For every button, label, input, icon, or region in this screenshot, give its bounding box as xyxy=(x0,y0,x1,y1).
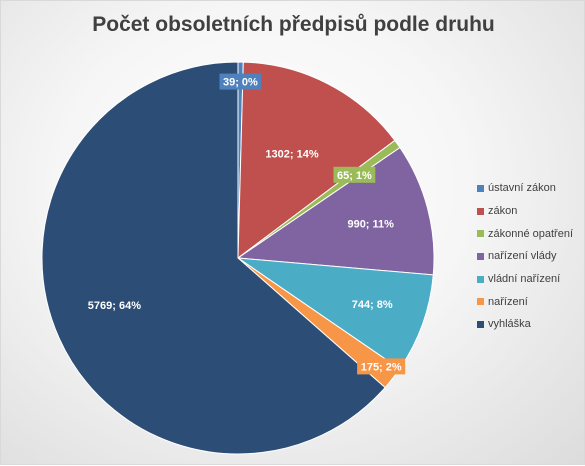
legend-label: zákon xyxy=(488,205,518,218)
pie-slice xyxy=(236,146,435,276)
data-label-box xyxy=(261,145,323,162)
data-label-box xyxy=(333,166,376,183)
legend-label: vyhláška xyxy=(488,318,531,331)
legend-item: nařízení xyxy=(477,290,573,313)
data-label-text: 65; 1% xyxy=(337,170,372,182)
data-label: 990; 11% xyxy=(343,215,398,232)
data-label-box xyxy=(84,296,145,313)
data-label: 5769; 64% xyxy=(84,296,145,313)
legend-label: nařízení vlády xyxy=(488,250,557,263)
data-label-text: 39; 0% xyxy=(223,77,258,89)
legend-label: vládní nařízení xyxy=(488,273,561,286)
legend-swatch xyxy=(477,184,484,192)
data-label-box xyxy=(348,296,397,313)
data-label: 39; 0% xyxy=(219,73,262,90)
legend-item: vyhláška xyxy=(477,313,573,336)
legend-swatch xyxy=(477,275,484,283)
legend-label: nařízení xyxy=(488,295,528,308)
legend-swatch xyxy=(477,207,484,215)
legend-swatch xyxy=(477,320,484,328)
legend-swatch xyxy=(477,230,484,238)
legend-item: ústavní zákon xyxy=(477,177,573,200)
legend-item: zákonné opatření xyxy=(477,222,573,245)
data-label: 65; 1% xyxy=(333,166,376,183)
chart-title: Počet obsoletních předpisů podle druhu xyxy=(92,13,495,36)
legend-item: zákon xyxy=(477,200,573,223)
legend-label: ústavní zákon xyxy=(488,182,556,195)
data-label: 744; 8% xyxy=(348,296,397,313)
legend-item: vládní nařízení xyxy=(477,268,573,291)
data-label-text: 744; 8% xyxy=(352,299,393,311)
data-label-text: 175; 2% xyxy=(361,361,402,373)
legend-item: nařízení vlády xyxy=(477,245,573,268)
data-label-text: 1302; 14% xyxy=(265,149,318,161)
data-label-box xyxy=(219,73,262,90)
legend-label: zákonné opatření xyxy=(488,227,574,240)
data-label: 175; 2% xyxy=(357,358,406,375)
data-label-text: 5769; 64% xyxy=(88,300,141,312)
data-label-box xyxy=(357,358,406,375)
data-label-box xyxy=(343,215,398,232)
legend-swatch xyxy=(477,252,484,260)
pie-slice xyxy=(41,61,386,455)
data-label: 1302; 14% xyxy=(261,145,323,162)
legend-swatch xyxy=(477,298,484,306)
data-label-text: 990; 11% xyxy=(347,218,394,230)
legend: ústavní zákon zákon zákonné opatření naříze… xyxy=(477,177,573,336)
